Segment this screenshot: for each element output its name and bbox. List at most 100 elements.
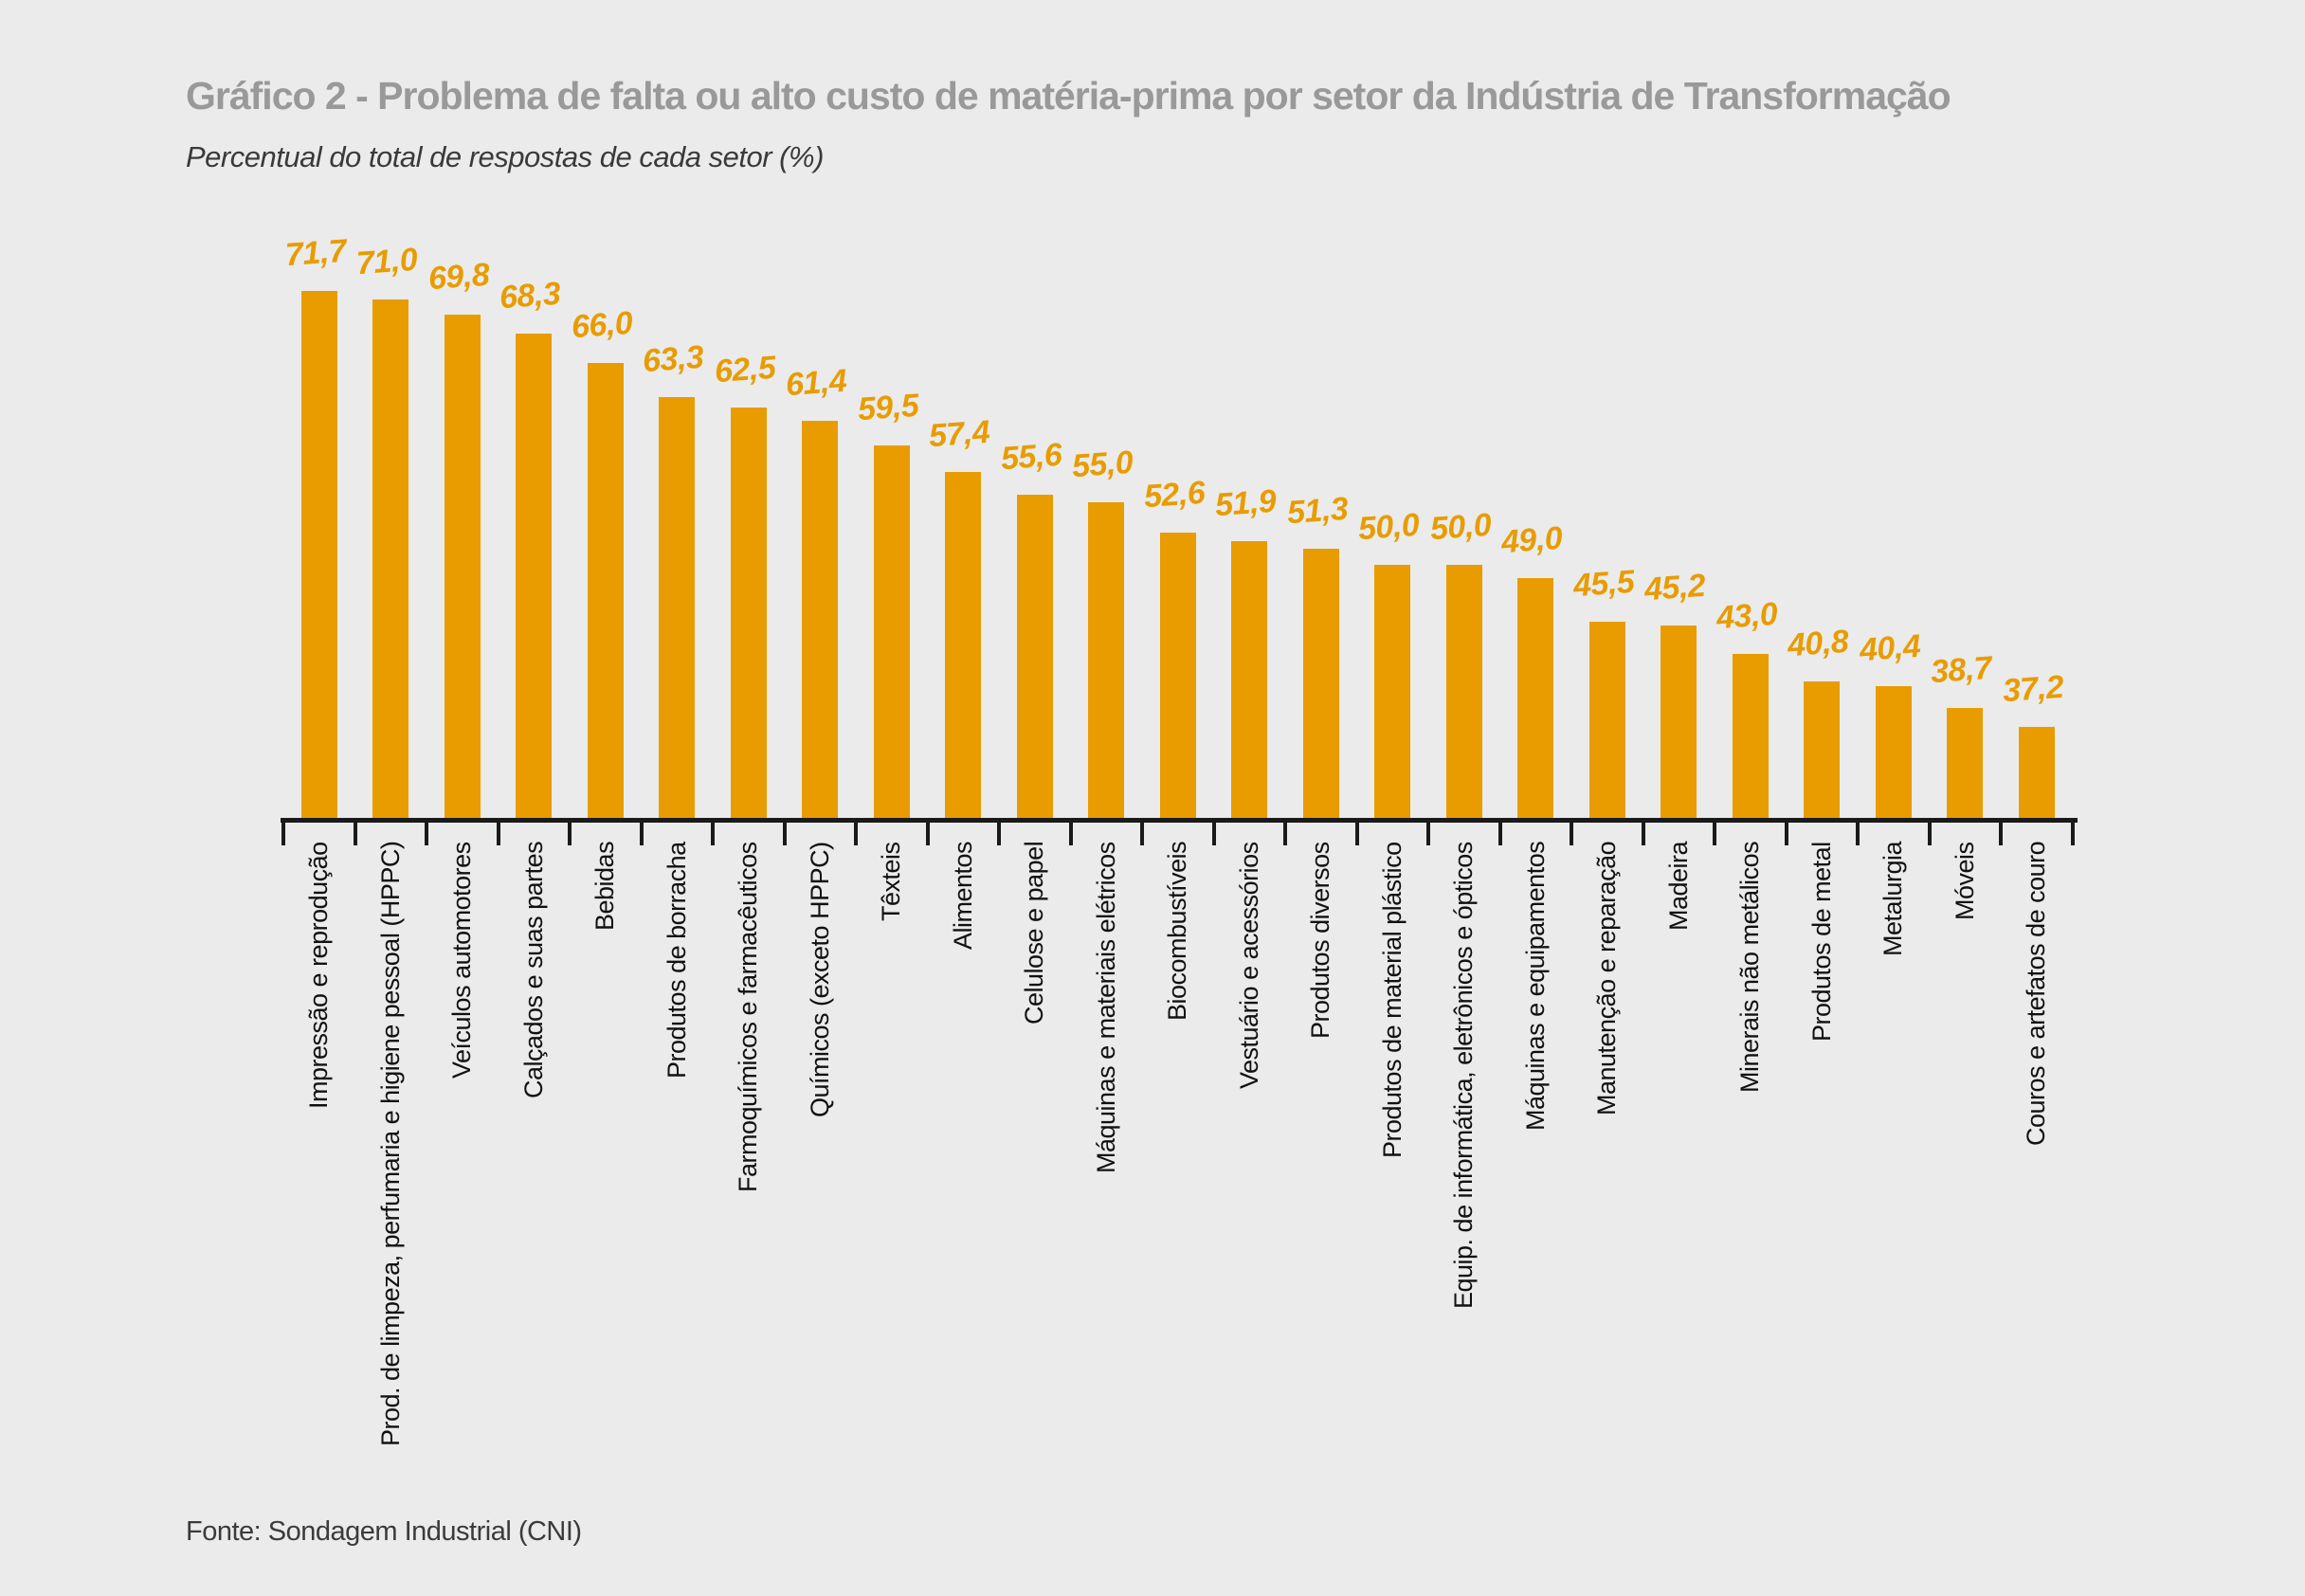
bar — [1732, 654, 1769, 818]
bar — [1588, 622, 1625, 818]
category-label-cell: Minerais não metálicos — [1715, 842, 1787, 1505]
category-label-cell: Máquinas e materiais elétricos — [1071, 842, 1143, 1505]
category-label-cell: Alimentos — [928, 842, 1000, 1505]
category-label: Couros e artefatos de couro — [2022, 842, 2051, 1147]
category-label: Minerais não metálicos — [1735, 842, 1765, 1094]
bar — [300, 291, 337, 818]
axis-tick — [997, 823, 1001, 845]
axis-tick — [1927, 823, 1932, 845]
axis-tick — [1999, 823, 2003, 845]
bar — [587, 363, 624, 818]
axis-tick — [1426, 823, 1430, 845]
category-label-cell: Couros e artefatos de couro — [2001, 842, 2073, 1505]
bar — [1088, 502, 1125, 818]
category-label: Móveis — [1950, 842, 1979, 920]
category-label: Produtos de borracha — [662, 842, 691, 1079]
category-label-cell: Produtos diversos — [1285, 842, 1357, 1505]
bar — [444, 315, 481, 818]
category-label-cell: Prod. de limpeza, perfumaria e higiene p… — [355, 842, 427, 1505]
category-label-cell: Produtos de borracha — [642, 842, 714, 1505]
axis-tick — [1283, 823, 1287, 845]
bar — [1947, 708, 1984, 818]
category-label-cell: Produtos de metal — [1787, 842, 1859, 1505]
category-label-cell: Manutenção e reparação — [1571, 842, 1643, 1505]
category-label-cell: Calçados e suas partes — [499, 842, 571, 1505]
category-label: Prod. de limpeza, perfumaria e higiene p… — [375, 842, 405, 1447]
axis-tick — [1570, 823, 1573, 845]
category-label-cell: Madeira — [1643, 842, 1715, 1505]
axis-tick — [1856, 823, 1860, 845]
bar — [1231, 541, 1268, 818]
bar — [1374, 565, 1411, 818]
axis-tick — [782, 823, 787, 845]
bar — [2018, 727, 2055, 818]
category-label-cell: Químicos (exceto HPPC) — [785, 842, 857, 1505]
category-label-cell: Máquinas e equipamentos — [1500, 842, 1572, 1505]
axis-tick — [2070, 823, 2075, 845]
category-label: Equip. de informática, eletrônicos e ópt… — [1449, 842, 1479, 1309]
value-label: 37,2 — [2001, 668, 2065, 710]
category-label: Biocombustíveis — [1163, 842, 1192, 1022]
bar — [516, 334, 553, 818]
category-label-cell: Vestuário e acessórios — [1214, 842, 1286, 1505]
axis-tick — [1140, 823, 1144, 845]
axis-tick — [281, 823, 285, 845]
chart-subtitle: Percentual do total de respostas de cada… — [186, 140, 824, 173]
x-axis-line — [281, 818, 2078, 823]
category-label-cell: Móveis — [1930, 842, 2002, 1505]
axis-tick — [1784, 823, 1788, 845]
category-label: Têxteis — [877, 842, 906, 921]
category-label-cell: Impressão e reprodução — [283, 842, 355, 1505]
category-label-cell: Veículos automotores — [427, 842, 499, 1505]
axis-tick — [925, 823, 930, 845]
category-label: Farmoquímicos e farmacêuticos — [734, 842, 763, 1192]
category-label-cell: Bebidas — [570, 842, 642, 1505]
bar — [1517, 578, 1554, 818]
bar — [372, 299, 409, 818]
category-label-cell: Metalurgia — [1858, 842, 1930, 1505]
category-label-cell: Farmoquímicos e farmacêuticos — [713, 842, 785, 1505]
axis-tick — [854, 823, 858, 845]
category-label: Celulose e papel — [1020, 842, 1049, 1025]
bar — [802, 421, 839, 818]
axis-tick — [496, 823, 500, 845]
category-label: Calçados e suas partes — [518, 842, 548, 1099]
category-label: Produtos de metal — [1806, 842, 1836, 1042]
category-label: Produtos de material plástico — [1377, 842, 1407, 1158]
category-label: Alimentos — [948, 842, 977, 951]
category-label: Veículos automotores — [447, 842, 477, 1079]
category-label: Manutenção e reparação — [1592, 842, 1622, 1116]
value-label: 49,0 — [1499, 519, 1564, 561]
category-label-cell: Equip. de informática, eletrônicos e ópt… — [1428, 842, 1500, 1505]
category-label: Madeira — [1663, 842, 1693, 932]
category-label: Químicos (exceto HPPC) — [805, 842, 834, 1117]
bar — [1804, 681, 1841, 818]
category-label: Metalurgia — [1878, 842, 1908, 957]
category-label-cell: Celulose e papel — [999, 842, 1071, 1505]
bar — [873, 445, 910, 818]
axis-tick — [711, 823, 715, 845]
category-label: Máquinas e equipamentos — [1520, 842, 1550, 1132]
axis-tick — [639, 823, 644, 845]
category-label: Máquinas e materiais elétricos — [1091, 842, 1120, 1173]
bar — [1445, 565, 1482, 818]
category-label-cell: Biocombustíveis — [1142, 842, 1214, 1505]
bar — [945, 472, 982, 818]
axis-tick — [1641, 823, 1645, 845]
axis-tick — [1354, 823, 1359, 845]
bar — [1159, 533, 1196, 818]
chart-title: Gráfico 2 - Problema de falta ou alto cu… — [186, 74, 1951, 118]
axis-tick — [353, 823, 357, 845]
category-label-cell: Têxteis — [856, 842, 928, 1505]
category-label: Vestuário e acessórios — [1234, 842, 1263, 1089]
category-label-cell: Produtos de material plástico — [1357, 842, 1429, 1505]
axis-tick — [1211, 823, 1216, 845]
axis-tick — [568, 823, 572, 845]
category-label: Produtos diversos — [1306, 842, 1335, 1039]
bar — [1661, 626, 1697, 818]
category-label: Bebidas — [590, 842, 620, 932]
source-note: Fonte: Sondagem Industrial (CNI) — [186, 1516, 582, 1547]
bar — [659, 397, 696, 818]
